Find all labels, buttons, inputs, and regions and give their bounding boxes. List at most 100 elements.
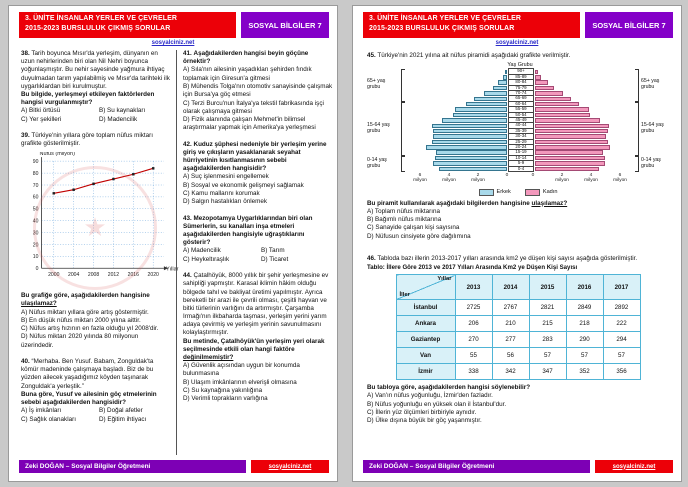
question-number: 44. (183, 272, 192, 280)
question-40-options-row1: A) İş imkânları B) Doğal afetler (21, 407, 171, 416)
option: B) Sosyal ve ekonomik gelişmeyi sağlamak (183, 181, 304, 189)
site-link-footer[interactable]: sosyalciniz.net (595, 460, 673, 473)
option: D) Ülke dışına büyük bir göç yaşanmıştır… (367, 417, 482, 425)
erkek-bar (453, 112, 507, 118)
kadin-swatch-icon (524, 188, 540, 196)
axis-tick: 6 milyon (413, 172, 427, 184)
option: D) Salgın hastalıkları önlemek (183, 198, 267, 206)
pyramid-row: 35-39 (367, 127, 673, 135)
erkek-bar (431, 123, 507, 129)
svg-text:10: 10 (33, 254, 39, 260)
kadin-bar (535, 150, 604, 155)
kadin-bar (535, 145, 611, 150)
site-link-top[interactable]: sosyalciniz.net (151, 40, 195, 46)
svg-text:Nüfus (milyon): Nüfus (milyon) (39, 152, 75, 157)
question-38-text: 38. Tarih boyunca Mısır'da yerleşim, dün… (21, 50, 170, 107)
page-right: 3. ÜNİTE İNSANLAR YERLER VE ÇEVRELER 201… (352, 5, 682, 482)
svg-text:2012: 2012 (108, 271, 119, 277)
question-44: 44. Çatalhöyük, 8000 yıllık bir şehir ye… (183, 272, 333, 403)
line-chart-svg: 0 10 20 30 40 50 60 70 80 90 2000 2004 2008 2012 2016 2… (33, 151, 179, 278)
option: B) Mühendis Tolga'nın otomotiv sanayisin… (183, 82, 333, 99)
pyramid-axis: 6 milyon 4 milyon 2 milyon 0 0 2 milyon 4 milyon 6 mi… (367, 173, 673, 186)
svg-text:60: 60 (33, 194, 39, 200)
site-link-footer[interactable]: sosyalciniz.net (251, 460, 329, 473)
column-divider (176, 50, 177, 455)
erkek-bar (505, 69, 507, 75)
bracket-left (401, 101, 405, 156)
option: C) Kamu mallarını korumak (183, 190, 260, 197)
kadin-bar (535, 155, 605, 161)
value-cell: 206 (454, 315, 493, 333)
table-row: Van 55 56 57 57 57 (395, 347, 641, 365)
question-38-stem: Bu bilgide, yerleşmeyi etkileyen faktörl… (21, 90, 155, 107)
question-42: 42. Kuduz şüphesi nedeniyle bir yerleşim… (183, 141, 333, 207)
question-46: 46. Tabloda bazı illerin 2013-2017 yılla… (367, 255, 669, 426)
erkek-bar (425, 145, 507, 150)
value-cell: 290 (565, 331, 604, 349)
option: B) Tarım (261, 247, 285, 255)
erkek-swatch-icon (478, 188, 494, 196)
age-band-label: 15-64 yaş grubu (641, 121, 664, 134)
site-link-top[interactable]: sosyalciniz.net (495, 40, 539, 46)
question-number: 43. (183, 214, 192, 222)
kadin-bar (535, 118, 601, 123)
option: A) Sıla'nın ailesinin yaşadıkları şehird… (183, 66, 312, 82)
value-cell: 218 (565, 315, 604, 333)
value-cell: 55 (454, 347, 493, 365)
kadin-bar (535, 166, 599, 172)
erkek-bar (433, 134, 507, 139)
svg-text:2004: 2004 (68, 271, 79, 277)
subject-badge: SOSYAL BİLGİLER 7 (241, 12, 329, 38)
erkek-bar (433, 161, 507, 166)
question-38-options-row1: A) Bitki örtüsü B) Su kaynakları (21, 107, 171, 116)
erkek-bar (431, 139, 507, 145)
erkek-bar (438, 166, 507, 172)
svg-text:20: 20 (33, 242, 39, 248)
value-cell: 210 (491, 315, 530, 333)
unit-title-line2: 2015-2023 BURSLULUK ÇIKMIŞ SORULAR (25, 25, 171, 33)
question-39-stem: Bu grafiğe göre, aşağıdakilerden hangisi… (21, 292, 150, 308)
option: D) Nüfus miktarı 2020 yılında 80 milyonu… (21, 333, 139, 349)
option: D) Verimli toprakların varlığına (183, 395, 268, 403)
question-44-stem: Bu metinde, Çatalhöyük'ün yerleşim yeri … (183, 337, 325, 361)
bracket-right (635, 155, 639, 172)
question-40-options-row2: C) Sağlık olanakları D) Eğitim ihtiyacı (21, 416, 171, 425)
axis-tick: 4 milyon (442, 172, 456, 184)
svg-text:50: 50 (33, 206, 39, 212)
option: C) Sağlık olanakları (21, 415, 76, 423)
question-40-text: 40. “Merhaba. Ben Yusuf. Babam, Zongulda… (21, 358, 171, 407)
page-header: 3. ÜNİTE İNSANLAR YERLER VE ÇEVRELER 201… (19, 12, 329, 38)
option: B) Nüfus yoğunluğu en yüksek olan il İst… (367, 400, 507, 408)
option: A) Bitki örtüsü (21, 107, 61, 115)
question-number: 38. (21, 50, 30, 57)
pyramid-row: 0-4 (367, 165, 673, 173)
table-row: İstanbul 2725 2767 2821 2849 2892 (395, 299, 641, 317)
city-label-cell: İstanbul (395, 299, 456, 317)
population-pyramid-chart: Yaş Grubu 90+ 85-89 80-84 75-79 70-74 65-69 60… (367, 62, 673, 185)
kadin-bar (535, 85, 554, 91)
option: B) Ulaşım imkânlarının elverişli olmasın… (183, 378, 297, 386)
option: C) Yer şekilleri (21, 115, 62, 123)
pyramid-row: 70-74 (367, 90, 673, 97)
year-header-cell: 2017 (602, 274, 641, 301)
question-45-stem: Bu piramit kullanılarak aşağıdaki bilgil… (367, 199, 568, 207)
svg-text:2008: 2008 (88, 271, 99, 277)
question-46-stem: Bu tabloya göre, aşağıdakilerden hangisi… (367, 384, 531, 392)
question-number: 45. (367, 52, 376, 59)
kadin-bar (535, 80, 549, 85)
option: A) İş imkânları (21, 407, 62, 415)
value-cell: 277 (491, 331, 530, 349)
kadin-bar (535, 75, 541, 80)
kadin-bar (535, 69, 538, 75)
erkek-bar (441, 118, 507, 123)
year-header-cell: 2014 (491, 274, 530, 301)
question-43-stem: 43. Mezopotamya Uygarlıklarından biri ol… (183, 214, 313, 247)
option: C) Sanayide çalışan kişi sayısına (367, 224, 460, 232)
kadin-bar (535, 139, 608, 145)
question-41: 41. Aşağıdakilerden hangisi beyin göçüne… (183, 50, 333, 133)
kadin-bar (535, 91, 563, 96)
option: D) Eğitim ihtiyacı (99, 415, 147, 423)
table-row: Ankara 206 210 215 218 222 (395, 315, 641, 333)
option: B) Doğal afetler (99, 407, 143, 415)
question-number: 41. (183, 50, 192, 57)
